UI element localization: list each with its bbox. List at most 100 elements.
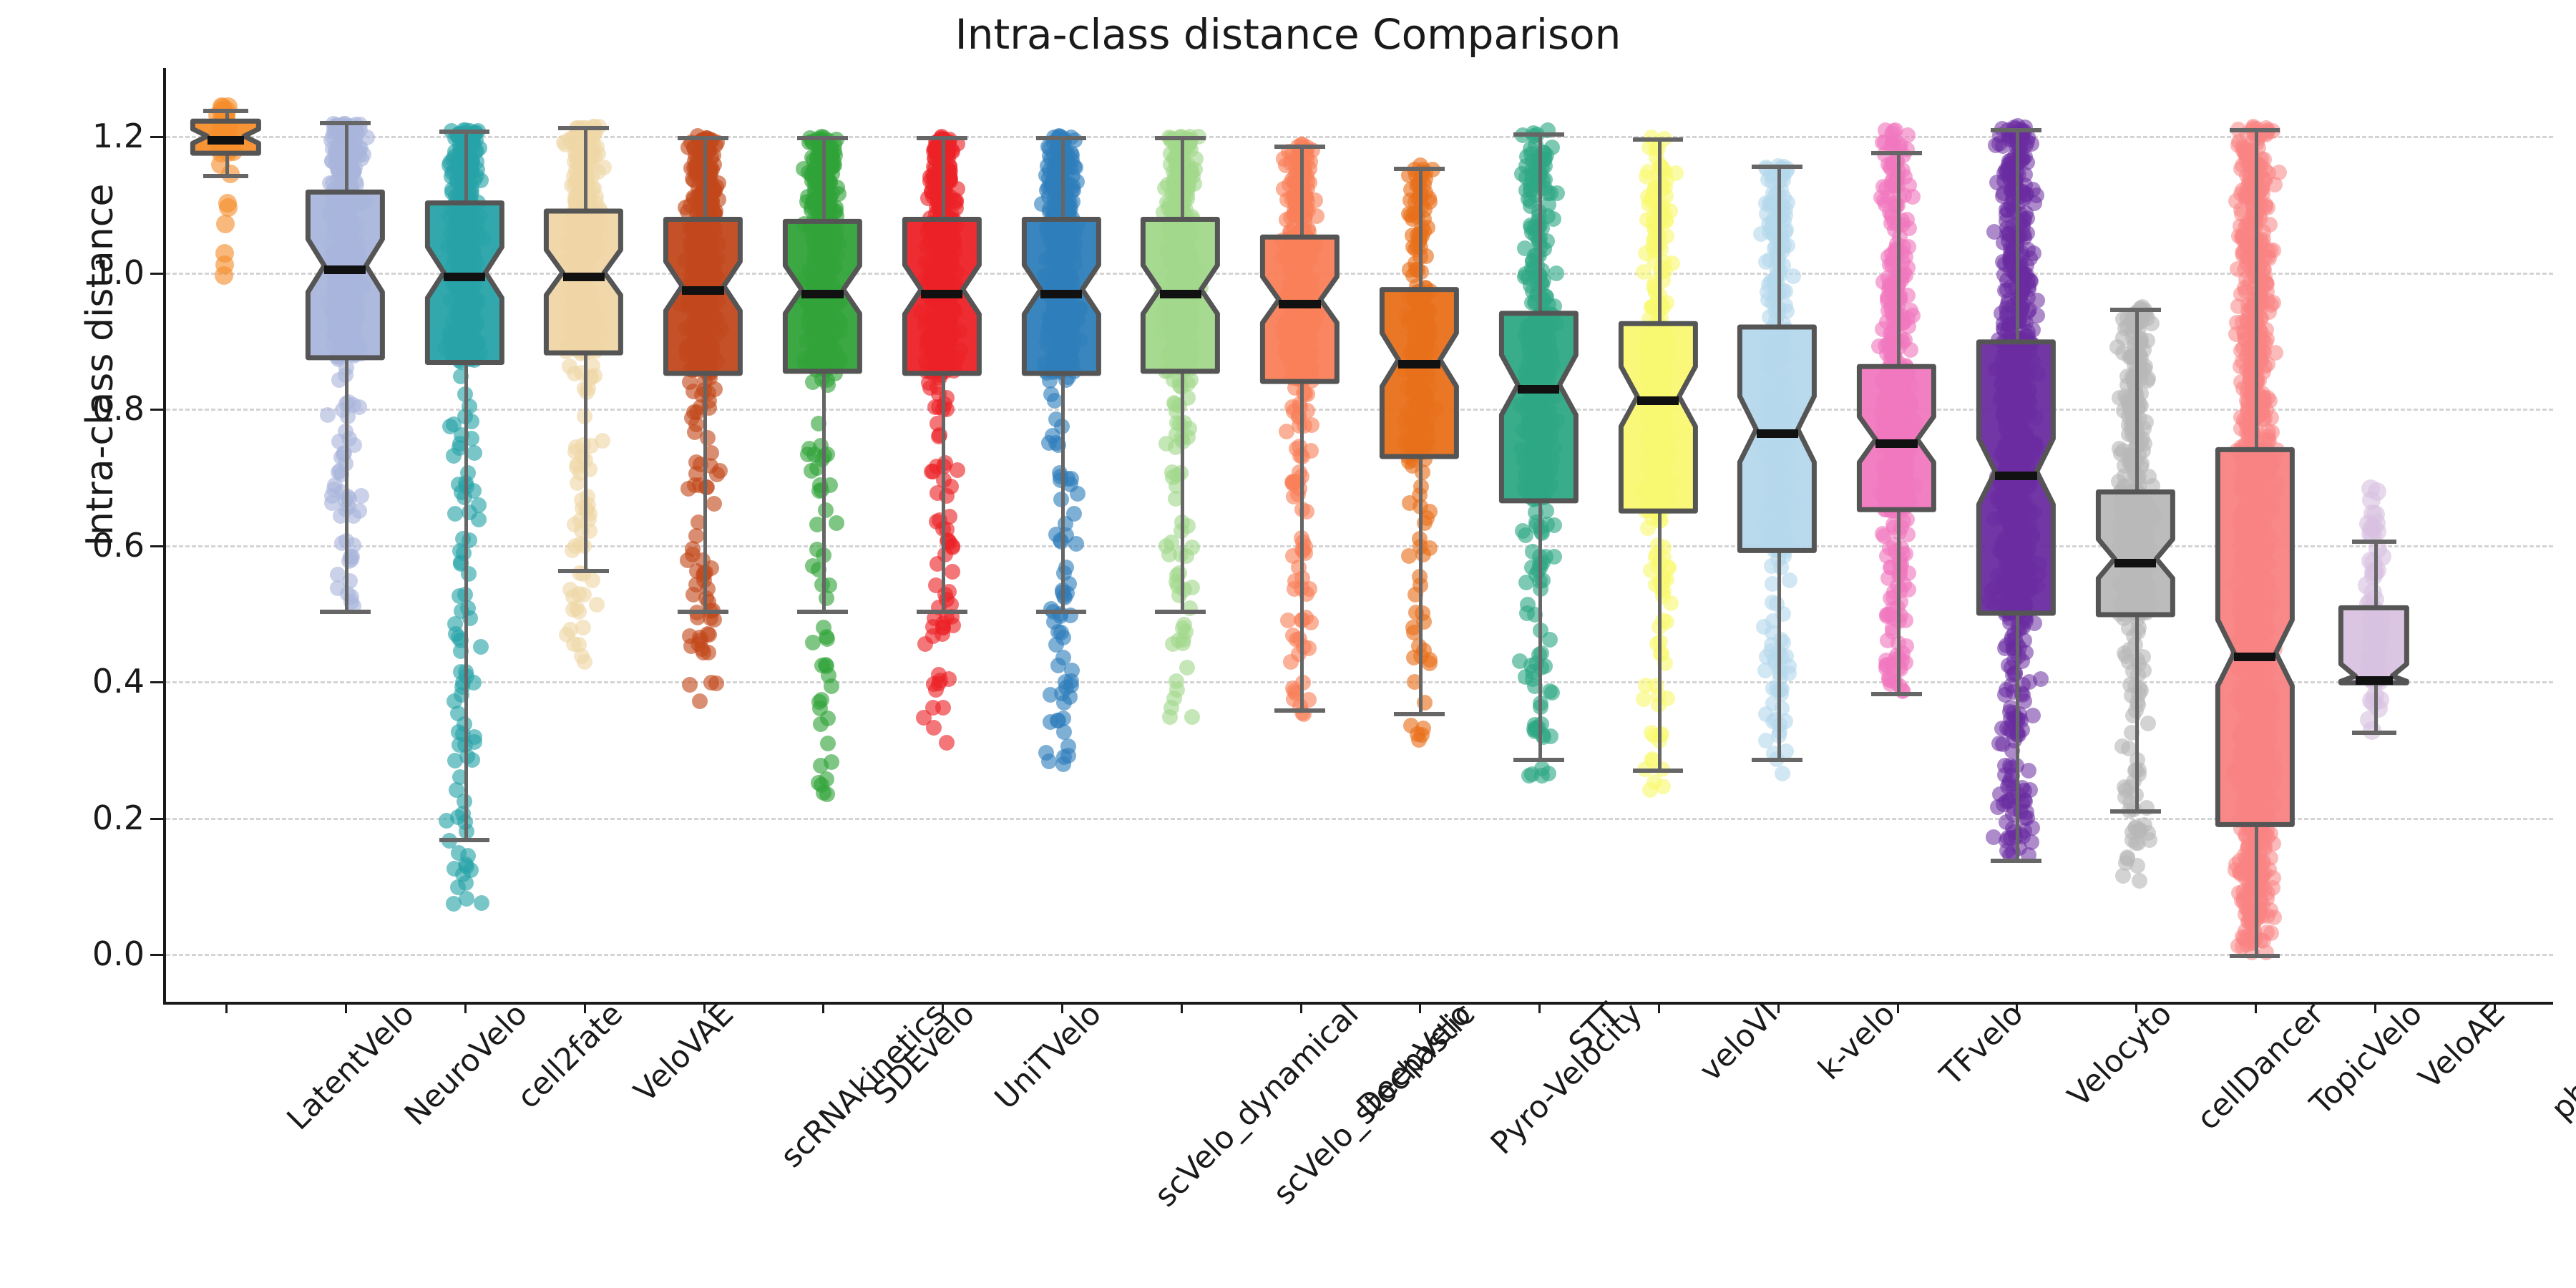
x-tick-mark [703, 1002, 706, 1013]
y-tick-label: 0.8 [23, 389, 145, 428]
box-group-velovae[interactable] [524, 68, 643, 1002]
box-shape [2338, 605, 2410, 686]
box-group-latentvelo[interactable] [166, 68, 286, 1002]
x-tick-label-neurovelo: NeuroVelo [398, 996, 535, 1133]
x-tick-mark [2493, 1002, 2496, 1013]
median-line [2233, 653, 2276, 662]
box-group-sdevelo[interactable] [763, 68, 882, 1002]
x-tick-label-velocyto: Velocyto [2062, 996, 2180, 1114]
x-tick-mark [1419, 1002, 1422, 1013]
box-group-neurovelo[interactable] [286, 68, 405, 1002]
y-tick-label: 0.0 [23, 935, 145, 973]
box-group-topicvelo[interactable] [2195, 68, 2315, 1002]
page-title: Intra-class distance Comparison [0, 10, 2576, 59]
median-line [1756, 429, 1798, 438]
box-shape [544, 208, 624, 356]
y-tick-mark [150, 817, 166, 820]
median-line [1995, 471, 2037, 480]
y-tick-label: 0.4 [23, 662, 145, 701]
box-group-unitvelo[interactable] [882, 68, 1002, 1002]
y-tick-label: 1.2 [23, 117, 145, 155]
plot-inner: 0.0 0.2 0.4 0.6 0.8 1.0 1.2 LatentVelo NeuroVelo… [92, 68, 2576, 1214]
x-tick-mark [822, 1002, 825, 1013]
x-tick-mark [1538, 1002, 1541, 1013]
median-line [1875, 439, 1918, 449]
box-shape [424, 200, 504, 366]
x-tick-label-celldancer: cellDancer [2190, 996, 2331, 1137]
x-tick-mark [2373, 1002, 2376, 1013]
box-group-celldancer[interactable] [2076, 68, 2195, 1002]
median-line [682, 286, 724, 295]
box-shape [1260, 234, 1340, 384]
median-line [207, 136, 245, 145]
x-tick-label-scvelo-dynamical: scVelo_dynamical [1148, 996, 1365, 1214]
box-shape [663, 216, 743, 376]
box-group-velocyto[interactable] [1956, 68, 2076, 1002]
box-shape [190, 118, 261, 156]
y-axis-label: Intra-class distance [79, 79, 122, 651]
x-tick-label-cell2fate: cell2fate [510, 996, 630, 1116]
x-tick-label-velovae: VeloVAE [628, 996, 741, 1109]
x-tick-label-deepvelo: DeepVelo [1350, 996, 1478, 1125]
box-group-cell2fate[interactable] [405, 68, 525, 1002]
y-tick-mark [150, 409, 166, 411]
x-tick-label-latentvelo: LatentVelo [280, 996, 421, 1137]
box-shape [902, 216, 982, 376]
x-tick-mark [583, 1002, 586, 1013]
x-tick-mark [345, 1002, 348, 1013]
median-line [2356, 675, 2393, 685]
box-shape [1618, 321, 1698, 514]
box-group-stt[interactable] [1479, 68, 1599, 1002]
box-group-velovi[interactable] [1599, 68, 1718, 1002]
box-group-tfvelo[interactable] [1837, 68, 1956, 1002]
x-tick-mark [2255, 1002, 2257, 1013]
x-tick-mark [464, 1002, 467, 1013]
box-shape [1857, 364, 1937, 512]
median-line [2114, 558, 2157, 567]
y-tick-mark [150, 954, 166, 957]
x-tick-label-scrnakinetics: scRNAkinetics [774, 996, 952, 1175]
box-shape [305, 189, 385, 361]
box-group-pyro-velocity[interactable] [1360, 68, 1479, 1002]
median-line [562, 272, 605, 281]
plot-area: 0.0 0.2 0.4 0.6 0.8 1.0 1.2 LatentVelo NeuroVelo… [92, 68, 2576, 1214]
x-tick-mark [1061, 1002, 1063, 1013]
median-line [921, 289, 963, 298]
box-shape [2215, 447, 2295, 827]
x-tick-mark [1777, 1002, 1780, 1013]
median-line [1518, 384, 1560, 394]
y-tick-mark [150, 272, 166, 275]
x-tick-mark [1180, 1002, 1183, 1013]
box-shape [1976, 339, 2056, 616]
box-group-scvelo-dynamical[interactable] [1002, 68, 1121, 1002]
box-shape [1737, 324, 1818, 553]
x-tick-mark [942, 1002, 945, 1013]
x-tick-label-unitvelo: UniTVelo [988, 996, 1108, 1116]
y-tick-label: 0.6 [23, 526, 145, 565]
y-tick-mark [150, 681, 166, 684]
median-line [801, 289, 844, 298]
x-tick-mark [2135, 1002, 2138, 1013]
box-group-scrnakinetics[interactable] [643, 68, 763, 1002]
box-group-k-velo[interactable] [1717, 68, 1837, 1002]
x-tick-mark [1299, 1002, 1302, 1013]
median-line [1636, 396, 1679, 406]
x-tick-label-k-velo: k-velo [1811, 996, 1902, 1087]
x-tick-mark [225, 1002, 228, 1013]
y-tick-label: 0.2 [23, 799, 145, 837]
box-group-deepvelo[interactable] [1240, 68, 1360, 1002]
x-tick-label-veloae: VeloAE [2412, 996, 2512, 1096]
y-tick-label: 1.0 [23, 253, 145, 292]
box-shape [782, 218, 862, 374]
y-tick-mark [150, 545, 166, 547]
x-tick-label-velovi: veloVI [1692, 996, 1785, 1088]
box-shape [1141, 216, 1221, 374]
x-tick-mark [1658, 1002, 1660, 1013]
box-group-scvelo-stochastic[interactable] [1121, 68, 1240, 1002]
box-shape [2095, 489, 2175, 618]
median-line [1279, 299, 1321, 308]
y-tick-mark [150, 136, 166, 139]
x-tick-label-phylovelo: phylovelo [2544, 996, 2576, 1127]
box-group-veloae[interactable] [2314, 68, 2434, 1002]
